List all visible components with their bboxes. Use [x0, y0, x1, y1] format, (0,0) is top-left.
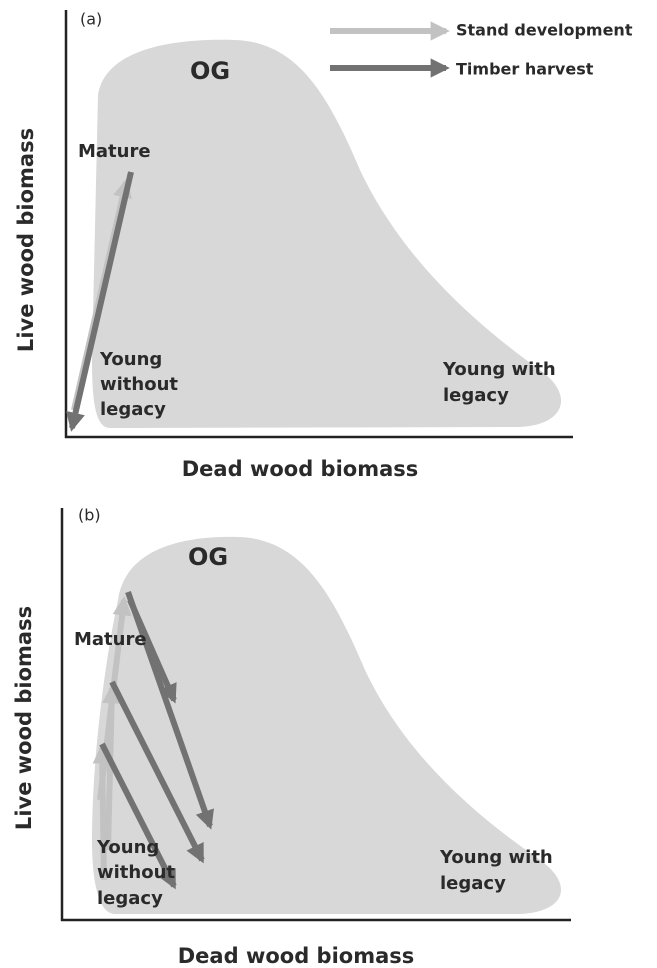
development-arrow — [102, 684, 122, 851]
harvest-arrow — [109, 680, 205, 864]
panel-label: (b) — [78, 506, 101, 525]
young-without-label: without — [100, 374, 178, 395]
og-region — [92, 39, 562, 429]
harvest-arrow — [66, 171, 134, 432]
y-axis-label: Live wood biomass — [12, 606, 36, 830]
legend-label: Timber harvest — [456, 60, 594, 79]
panel-a: (a) OG Mature Young without legacy Young… — [14, 10, 573, 481]
panel-label: (a) — [80, 10, 102, 29]
legend-label: Stand development — [456, 21, 633, 40]
harvest-arrow — [99, 742, 177, 890]
mature-label: Mature — [78, 141, 151, 162]
x-axis-label: Dead wood biomass — [182, 457, 419, 481]
young-with-label: legacy — [443, 385, 509, 406]
young-without-label: without — [97, 862, 175, 883]
legend: Stand development Timber harvest — [330, 21, 633, 79]
og-label: OG — [188, 543, 228, 571]
og-label: OG — [190, 57, 230, 85]
young-without-label: Young — [96, 837, 159, 858]
mature-label: Mature — [74, 629, 147, 650]
young-with-label: legacy — [440, 873, 506, 894]
x-axis-label: Dead wood biomass — [178, 944, 415, 968]
y-axis-label: Live wood biomass — [14, 128, 38, 352]
young-without-label: legacy — [100, 399, 166, 420]
young-without-label: Young — [99, 349, 162, 370]
development-arrow — [92, 744, 112, 881]
young-with-label: Young with — [439, 847, 553, 868]
harvest-arrow — [127, 598, 177, 704]
young-with-label: Young with — [442, 359, 556, 380]
young-without-label: legacy — [97, 888, 163, 909]
panel-b: (b) OG Mature Young without legacy Young… — [12, 506, 571, 968]
